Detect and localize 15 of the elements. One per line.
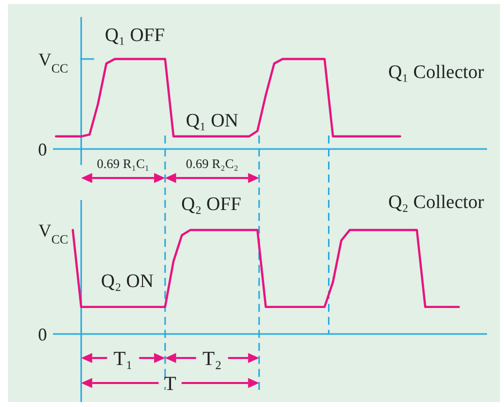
text: T [164,373,176,395]
text: Q₁ Collector [388,62,485,83]
text: 0 [38,139,47,160]
text: 0.69 R₂C₂ [186,156,238,171]
text: 0 [38,324,47,344]
text: Q₁ OFF [104,25,165,46]
annotation: V$_{CC}$ [38,220,68,246]
annotation: Q₁ ON [186,110,239,132]
text: 0.69 R₁C₁ [96,156,150,171]
annotation: Q₂ ON [101,271,154,292]
text: T₁ [114,348,133,370]
text: Q₂ OFF [181,194,242,216]
series-label: Q₂ Collector [388,192,485,213]
text: T₂ [202,348,222,370]
annotation: V$_{CC}$ [38,49,68,76]
